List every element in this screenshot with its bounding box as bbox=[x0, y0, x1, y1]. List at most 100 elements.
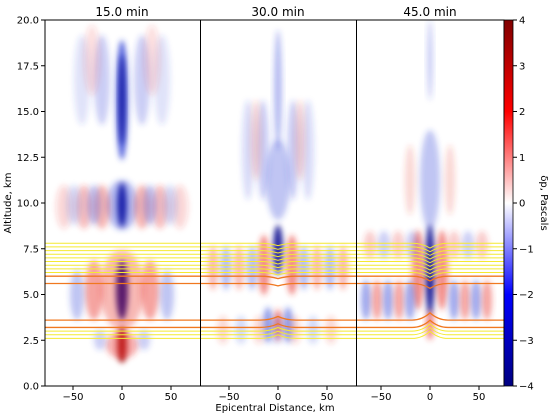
field-blob bbox=[427, 20, 433, 100]
contour-line bbox=[357, 253, 504, 260]
colorbar-tick-label: 3 bbox=[519, 61, 525, 72]
y-tick-label: 2.5 bbox=[23, 336, 39, 347]
contour-line bbox=[201, 272, 356, 276]
contour-line bbox=[357, 323, 504, 332]
field-blob bbox=[163, 185, 177, 225]
colorbar-tick-label: −4 bbox=[519, 382, 534, 393]
field-blob bbox=[476, 231, 488, 259]
y-tick-label: 15.0 bbox=[17, 107, 39, 118]
panel-45-min bbox=[357, 20, 504, 340]
x-tick-label: −50 bbox=[62, 392, 83, 403]
contour-line bbox=[357, 312, 504, 321]
contour-line bbox=[357, 330, 504, 339]
colorbar-ticks: 4 3 2 1 0 −1 −2 −3 −4 bbox=[513, 16, 534, 393]
field-blob bbox=[100, 250, 144, 330]
field-blob bbox=[160, 270, 174, 320]
field-blob bbox=[361, 280, 371, 320]
field-blob bbox=[94, 330, 106, 350]
field-blob bbox=[460, 280, 470, 320]
field-blob bbox=[273, 225, 283, 275]
contour-line bbox=[357, 272, 504, 278]
field-blob bbox=[274, 30, 282, 150]
colorbar-tick-label: 0 bbox=[519, 199, 525, 210]
field-blob bbox=[392, 231, 404, 259]
contour-line bbox=[201, 326, 356, 332]
field-blob bbox=[85, 260, 103, 320]
x-tick-label: 50 bbox=[473, 392, 486, 403]
field-blob bbox=[448, 231, 460, 259]
x-tick-label: 50 bbox=[321, 392, 334, 403]
field-blob bbox=[394, 280, 404, 320]
contour-line bbox=[357, 250, 504, 256]
field-blob bbox=[271, 316, 283, 344]
field-blob bbox=[295, 100, 305, 180]
field-blob bbox=[406, 231, 418, 259]
contour-line bbox=[201, 323, 356, 329]
y-tick-label: 10.0 bbox=[17, 199, 39, 210]
colorbar-tick-label: −2 bbox=[519, 290, 534, 301]
field-blob bbox=[217, 316, 229, 344]
field-blob bbox=[119, 55, 125, 145]
contour-line bbox=[201, 250, 356, 254]
field-blob bbox=[338, 246, 348, 290]
x-tick-label: 0 bbox=[275, 392, 281, 403]
contour-line bbox=[201, 253, 356, 258]
field-blob bbox=[462, 231, 474, 259]
field-blob bbox=[312, 246, 322, 290]
field-blob bbox=[436, 230, 448, 310]
y-axis-label: Altitude, km bbox=[3, 173, 14, 234]
field-blob bbox=[449, 280, 459, 320]
contour-line bbox=[357, 319, 504, 329]
y-tick-label: 12.5 bbox=[17, 153, 39, 164]
field-blob bbox=[247, 246, 257, 290]
field-blob bbox=[405, 280, 415, 320]
colorbar-tick-label: −1 bbox=[519, 244, 534, 255]
x-axis-ticks: −50 0 50 −50 0 50 −50 0 50 bbox=[62, 386, 485, 403]
contour-line bbox=[201, 315, 356, 321]
contour-line bbox=[201, 282, 356, 287]
y-tick-label: 7.5 bbox=[23, 244, 39, 255]
field-blob bbox=[364, 231, 376, 259]
field-blob bbox=[372, 280, 382, 320]
field-blob bbox=[482, 280, 492, 320]
field-blob bbox=[378, 231, 390, 259]
field-blob bbox=[289, 316, 301, 344]
field-blob bbox=[471, 280, 481, 320]
field-blob bbox=[383, 280, 393, 320]
panel-title: 15.0 min bbox=[95, 5, 148, 19]
y-tick-label: 0.0 bbox=[23, 382, 39, 393]
field-blob bbox=[251, 100, 261, 180]
field-blob bbox=[138, 330, 150, 350]
field-blob bbox=[141, 260, 159, 320]
y-tick-label: 17.5 bbox=[17, 61, 39, 72]
colorbar-tick-label: 1 bbox=[519, 153, 525, 164]
contour-line bbox=[201, 268, 356, 272]
y-tick-label: 5.0 bbox=[23, 290, 39, 301]
contour-line bbox=[201, 275, 356, 280]
panel-30-min bbox=[201, 30, 356, 344]
contour-line bbox=[357, 268, 504, 275]
panel-title: 30.0 min bbox=[251, 5, 304, 19]
contour-line bbox=[201, 261, 356, 265]
field-blob bbox=[221, 246, 231, 290]
contour-line bbox=[201, 334, 356, 339]
field-blob bbox=[266, 140, 290, 220]
x-tick-label: −50 bbox=[218, 392, 239, 403]
field-blob bbox=[299, 246, 309, 290]
contour-line bbox=[357, 275, 504, 282]
field-blob bbox=[405, 145, 415, 215]
y-tick-label: 20.0 bbox=[17, 16, 39, 27]
field-blob bbox=[253, 316, 265, 344]
contour-line bbox=[201, 264, 356, 269]
field-blob bbox=[307, 316, 319, 344]
contour-line bbox=[357, 261, 504, 267]
panel-15-min bbox=[45, 25, 200, 363]
field-blob bbox=[70, 270, 84, 320]
contour-line bbox=[357, 257, 504, 264]
contour-line bbox=[201, 242, 356, 247]
field-blob bbox=[325, 316, 337, 344]
field-blob bbox=[87, 185, 101, 225]
colorbar bbox=[503, 19, 514, 387]
contour-line bbox=[201, 246, 356, 250]
